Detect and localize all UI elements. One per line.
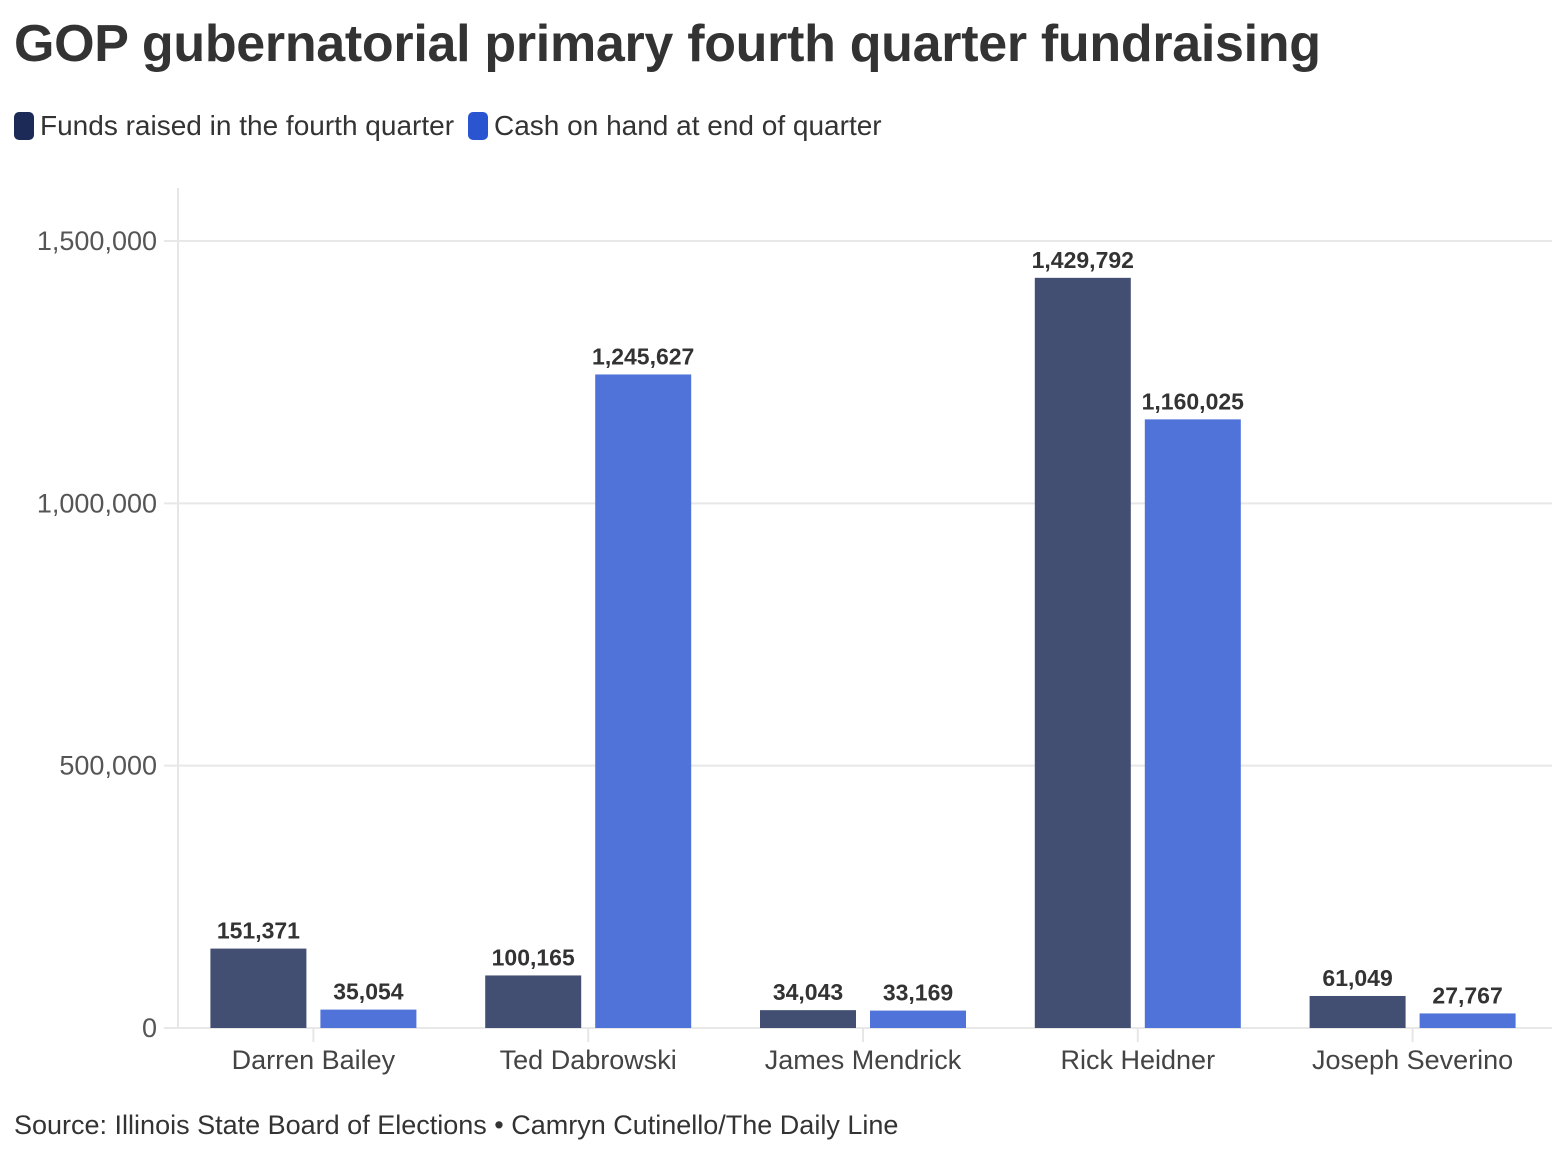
legend-label: Funds raised in the fourth quarter (40, 110, 455, 141)
legend-swatch (468, 112, 489, 140)
legend-item-funds-raised: Funds raised in the fourth quarter (14, 110, 454, 142)
x-tick-label: Joseph Severino (1312, 1045, 1513, 1075)
data-label: 34,043 (773, 979, 843, 1005)
data-label: 61,049 (1322, 965, 1392, 991)
bar (1419, 1013, 1516, 1028)
bar (485, 975, 582, 1028)
x-tick-label: Rick Heidner (1061, 1045, 1216, 1075)
source-note: Source: Illinois State Board of Election… (14, 1110, 899, 1140)
y-tick-label: 1,000,000 (37, 488, 157, 518)
bar (760, 1010, 856, 1028)
x-tick-label: James Mendrick (765, 1045, 962, 1075)
data-label: 1,429,792 (1032, 247, 1134, 273)
y-tick-label: 0 (142, 1013, 157, 1043)
data-label: 100,165 (492, 944, 575, 970)
y-tick-label: 500,000 (59, 751, 157, 781)
legend-label: Cash on hand at end of quarter (494, 110, 882, 141)
x-tick-label: Darren Bailey (232, 1045, 396, 1075)
data-label: 1,245,627 (592, 343, 694, 369)
bar (210, 948, 307, 1028)
bar (1034, 277, 1131, 1028)
data-label: 35,054 (333, 979, 404, 1005)
data-label: 1,160,025 (1142, 388, 1245, 414)
bar (1309, 995, 1406, 1028)
bar (320, 1009, 417, 1028)
data-label: 33,169 (883, 980, 953, 1006)
bar (870, 1010, 966, 1028)
chart-title: GOP gubernatorial primary fourth quarter… (14, 15, 1321, 73)
x-tick-label: Ted Dabrowski (500, 1045, 677, 1075)
legend: Funds raised in the fourth quarter Cash … (14, 110, 896, 142)
bar (1144, 419, 1241, 1028)
data-label: 151,371 (217, 918, 300, 944)
legend-item-cash-on-hand: Cash on hand at end of quarter (468, 110, 882, 142)
bar (595, 374, 692, 1028)
y-tick-label: 1,500,000 (37, 226, 157, 256)
data-label: 27,767 (1432, 982, 1502, 1008)
legend-swatch (14, 112, 34, 140)
